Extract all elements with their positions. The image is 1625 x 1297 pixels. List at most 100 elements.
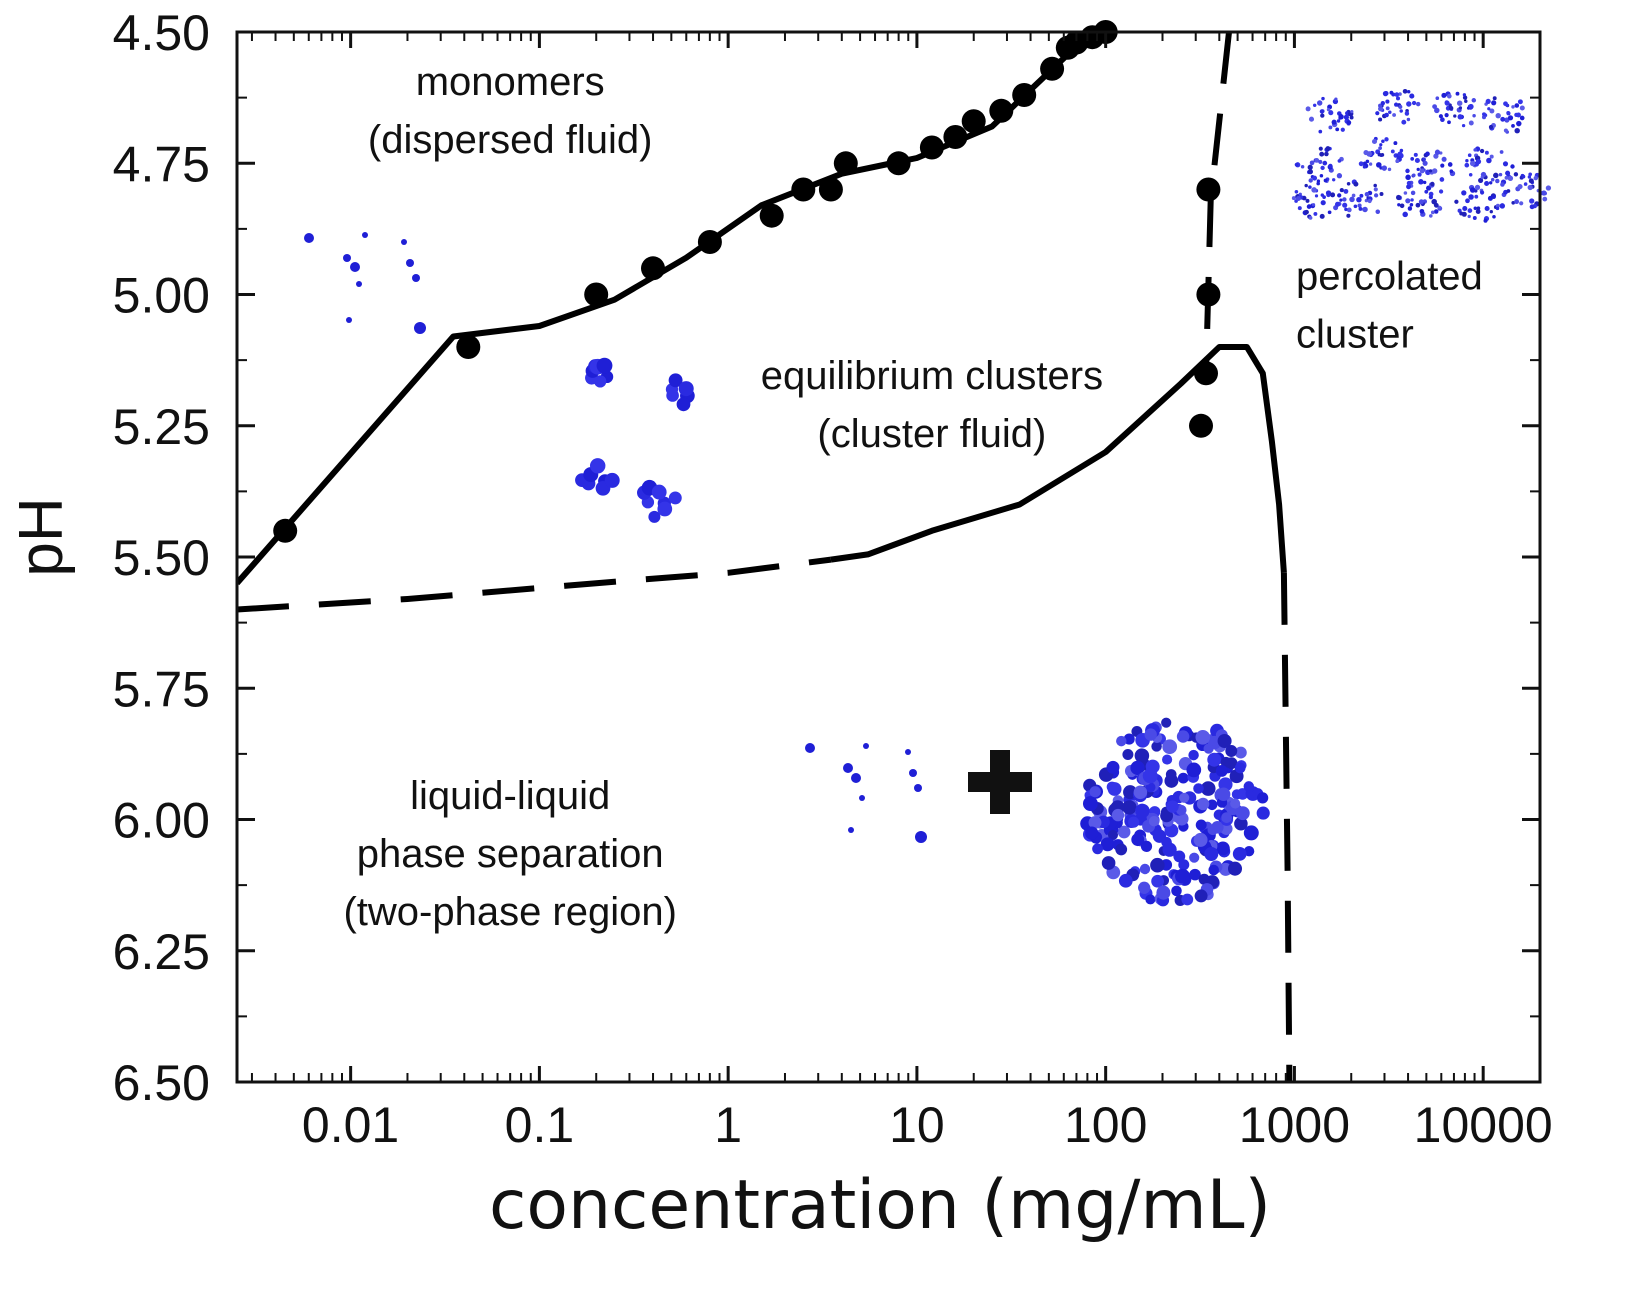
droplet-particle-icon	[1122, 749, 1134, 760]
region-label-0: monomers (dispersed fluid)	[368, 60, 653, 162]
percolated-network-icon	[1356, 196, 1362, 203]
percolated-network-icon	[1350, 109, 1354, 114]
droplet-particle-icon	[1194, 889, 1208, 903]
percolated-network-icon	[1320, 165, 1325, 171]
data-point-0	[273, 518, 298, 543]
monomer-icon	[406, 259, 414, 267]
percolated-network-icon	[1491, 194, 1496, 199]
droplet-particle-icon	[1171, 885, 1182, 897]
droplet-particle-icon	[1243, 781, 1255, 792]
droplet-particle-icon	[1145, 894, 1156, 905]
percolated-network-icon	[1301, 195, 1307, 201]
percolated-network-icon	[1385, 106, 1390, 111]
cluster-icon	[676, 397, 691, 412]
percolated-network-icon	[1357, 203, 1362, 208]
cluster-icon	[589, 458, 606, 474]
droplet-particle-icon	[1117, 825, 1131, 839]
region-label-1: equilibrium clusters (cluster fluid)	[761, 354, 1103, 456]
percolated-network-icon	[1390, 149, 1395, 154]
percolated-network-icon	[1395, 96, 1401, 101]
percolated-network-icon	[1399, 109, 1403, 113]
percolated-network-icon	[1300, 165, 1305, 169]
y-tick-label: 5.75	[113, 661, 210, 717]
percolated-network-icon	[1364, 191, 1370, 197]
percolated-network-icon	[1488, 181, 1493, 185]
droplet-particle-icon	[1164, 823, 1179, 838]
percolated-network-icon	[1377, 152, 1382, 157]
boundary-line-4	[1203, 31, 1232, 374]
percolated-network-icon	[1506, 189, 1511, 193]
percolated-network-icon	[1492, 96, 1497, 101]
droplet-particle-icon	[1189, 868, 1201, 881]
percolated-network-icon	[1441, 156, 1447, 162]
percolated-network-icon	[1398, 104, 1403, 109]
percolated-network-icon	[1340, 127, 1345, 132]
cluster-icon	[604, 472, 620, 488]
droplet-particle-icon	[1139, 863, 1151, 875]
percolated-network-icon	[1480, 175, 1484, 179]
region-label-line: percolated	[1296, 254, 1483, 298]
percolated-network-icon	[1498, 172, 1503, 177]
monomer-icon	[346, 317, 352, 323]
percolated-network-icon	[1510, 164, 1515, 169]
droplet-particle-icon	[1195, 730, 1211, 745]
monomer-icon	[805, 743, 815, 753]
percolated-network-icon	[1462, 205, 1468, 212]
percolated-network-icon	[1313, 211, 1318, 216]
region-label-line: (dispersed fluid)	[368, 118, 653, 162]
percolated-network-icon	[1502, 161, 1509, 167]
percolated-network-icon	[1432, 104, 1437, 109]
region-label-3: liquid-liquid phase separation (two-phase …	[343, 774, 677, 934]
percolated-network-icon	[1487, 195, 1493, 201]
droplet-particle-icon	[1140, 840, 1153, 853]
percolated-network-icon	[1359, 193, 1364, 198]
percolated-network-icon	[1529, 204, 1535, 210]
monomer-icon	[848, 827, 854, 833]
droplet-particle-icon	[1216, 787, 1231, 801]
percolated-network-icon	[1523, 182, 1528, 186]
percolated-network-icon	[1468, 103, 1474, 110]
percolated-network-icon	[1467, 153, 1472, 158]
percolated-network-icon	[1500, 116, 1506, 122]
percolated-network-icon	[1468, 120, 1474, 126]
percolated-network-icon	[1527, 184, 1533, 191]
percolated-network-icon	[1304, 183, 1308, 188]
percolated-network-icon	[1409, 93, 1415, 99]
cluster-icon	[668, 491, 682, 505]
percolated-network-icon	[1318, 129, 1323, 134]
percolated-network-icon	[1309, 160, 1315, 166]
percolated-network-icon	[1318, 146, 1323, 151]
data-point-20	[1196, 177, 1221, 202]
droplet-particle-icon	[1133, 785, 1148, 800]
y-tick-label: 6.00	[113, 793, 210, 849]
percolated-network-icon	[1449, 169, 1454, 174]
percolated-network-icon	[1516, 120, 1522, 127]
percolated-network-icon	[1334, 97, 1338, 101]
percolated-network-icon	[1448, 105, 1454, 111]
percolated-network-icon	[1433, 202, 1439, 208]
percolated-network-icon	[1308, 215, 1313, 220]
percolated-network-icon	[1505, 170, 1511, 176]
data-point-5	[759, 203, 784, 228]
percolated-network-icon	[1375, 111, 1380, 116]
percolated-network-icon	[1485, 98, 1491, 104]
percolated-network-icon	[1444, 113, 1449, 118]
percolated-network-icon	[1342, 197, 1347, 202]
droplet-particle-icon	[1234, 746, 1247, 759]
percolated-network-icon	[1319, 173, 1324, 178]
percolated-network-icon	[1362, 207, 1367, 212]
x-tick-label: 1000	[1239, 1097, 1350, 1153]
percolated-network-icon	[1516, 112, 1521, 118]
percolated-network-icon	[1358, 161, 1364, 167]
percolated-network-icon	[1461, 123, 1466, 128]
percolated-network-icon	[1319, 151, 1325, 157]
data-point-6	[791, 177, 816, 202]
region-label-line: (two-phase region)	[343, 890, 677, 934]
droplet-particle-icon	[1188, 749, 1199, 761]
percolated-network-icon	[1542, 196, 1548, 202]
percolated-network-icon	[1446, 93, 1452, 99]
x-tick-label: 0.01	[302, 1097, 399, 1153]
percolated-network-icon	[1533, 175, 1539, 181]
droplet-particle-icon	[1189, 852, 1200, 863]
percolated-network-icon	[1415, 101, 1421, 107]
